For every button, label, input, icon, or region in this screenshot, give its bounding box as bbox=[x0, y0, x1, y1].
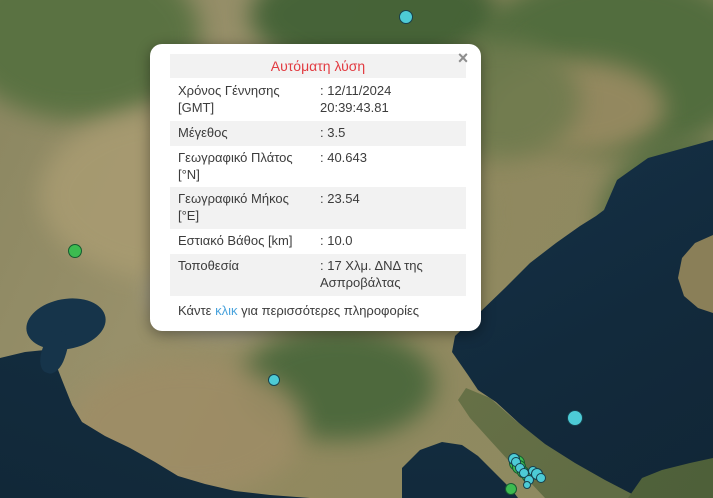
earthquake-marker[interactable] bbox=[505, 483, 517, 495]
earthquake-marker[interactable] bbox=[399, 10, 413, 24]
row-label: Χρόνος Γέννησης [GMT] bbox=[178, 83, 280, 115]
earthquake-popup: × Αυτόματη λύση Χρόνος Γέννησης [GMT] : … bbox=[150, 44, 481, 331]
row-label: Τοποθεσία bbox=[178, 258, 240, 274]
popup-row-magnitude: Μέγεθος : 3.5 bbox=[170, 120, 466, 146]
earthquake-marker[interactable] bbox=[536, 473, 546, 483]
earthquake-marker[interactable] bbox=[68, 244, 82, 258]
row-label: Γεωγραφικό Μήκος [°E] bbox=[178, 191, 289, 224]
earthquake-marker[interactable] bbox=[523, 481, 531, 489]
row-value: : 10.0 bbox=[320, 233, 353, 249]
row-label: Γεωγραφικό Πλάτος [°N] bbox=[178, 149, 293, 182]
row-label: Εστιακό Βάθος [km] bbox=[178, 233, 293, 249]
popup-row-latitude: Γεωγραφικό Πλάτος [°N] : 40.643 bbox=[170, 146, 466, 188]
close-icon[interactable]: × bbox=[457, 48, 469, 68]
row-label: Μέγεθος bbox=[178, 124, 228, 140]
popup-row-depth: Εστιακό Βάθος [km] : 10.0 bbox=[170, 229, 466, 254]
row-value: : 23.54 bbox=[320, 191, 360, 207]
popup-row-location: Τοποθεσία : 17 Χλμ. ΔΝΔ της Ασπροβάλτας bbox=[170, 254, 466, 296]
more-info-link[interactable]: κλικ bbox=[215, 302, 238, 318]
row-value: : 12/11/2024 20:39:43.81 bbox=[320, 83, 392, 115]
footer-text-pre: Κάντε bbox=[178, 302, 216, 318]
earthquake-marker[interactable] bbox=[567, 410, 583, 426]
row-value: : 40.643 bbox=[320, 149, 367, 165]
popup-row-longitude: Γεωγραφικό Μήκος [°E] : 23.54 bbox=[170, 187, 466, 230]
popup-row-origin-time: Χρόνος Γέννησης [GMT] : 12/11/2024 20:39… bbox=[170, 79, 466, 121]
popup-title: Αυτόματη λύση bbox=[170, 54, 466, 78]
row-value: : 17 Χλμ. ΔΝΔ της Ασπροβάλτας bbox=[320, 258, 423, 291]
popup-footer: Κάντε κλικ για περισσότερες πληροφορίες bbox=[170, 296, 466, 318]
footer-text-post: για περισσότερες πληροφορίες bbox=[237, 302, 420, 318]
row-value: : 3.5 bbox=[320, 124, 346, 140]
earthquake-marker[interactable] bbox=[268, 374, 280, 386]
